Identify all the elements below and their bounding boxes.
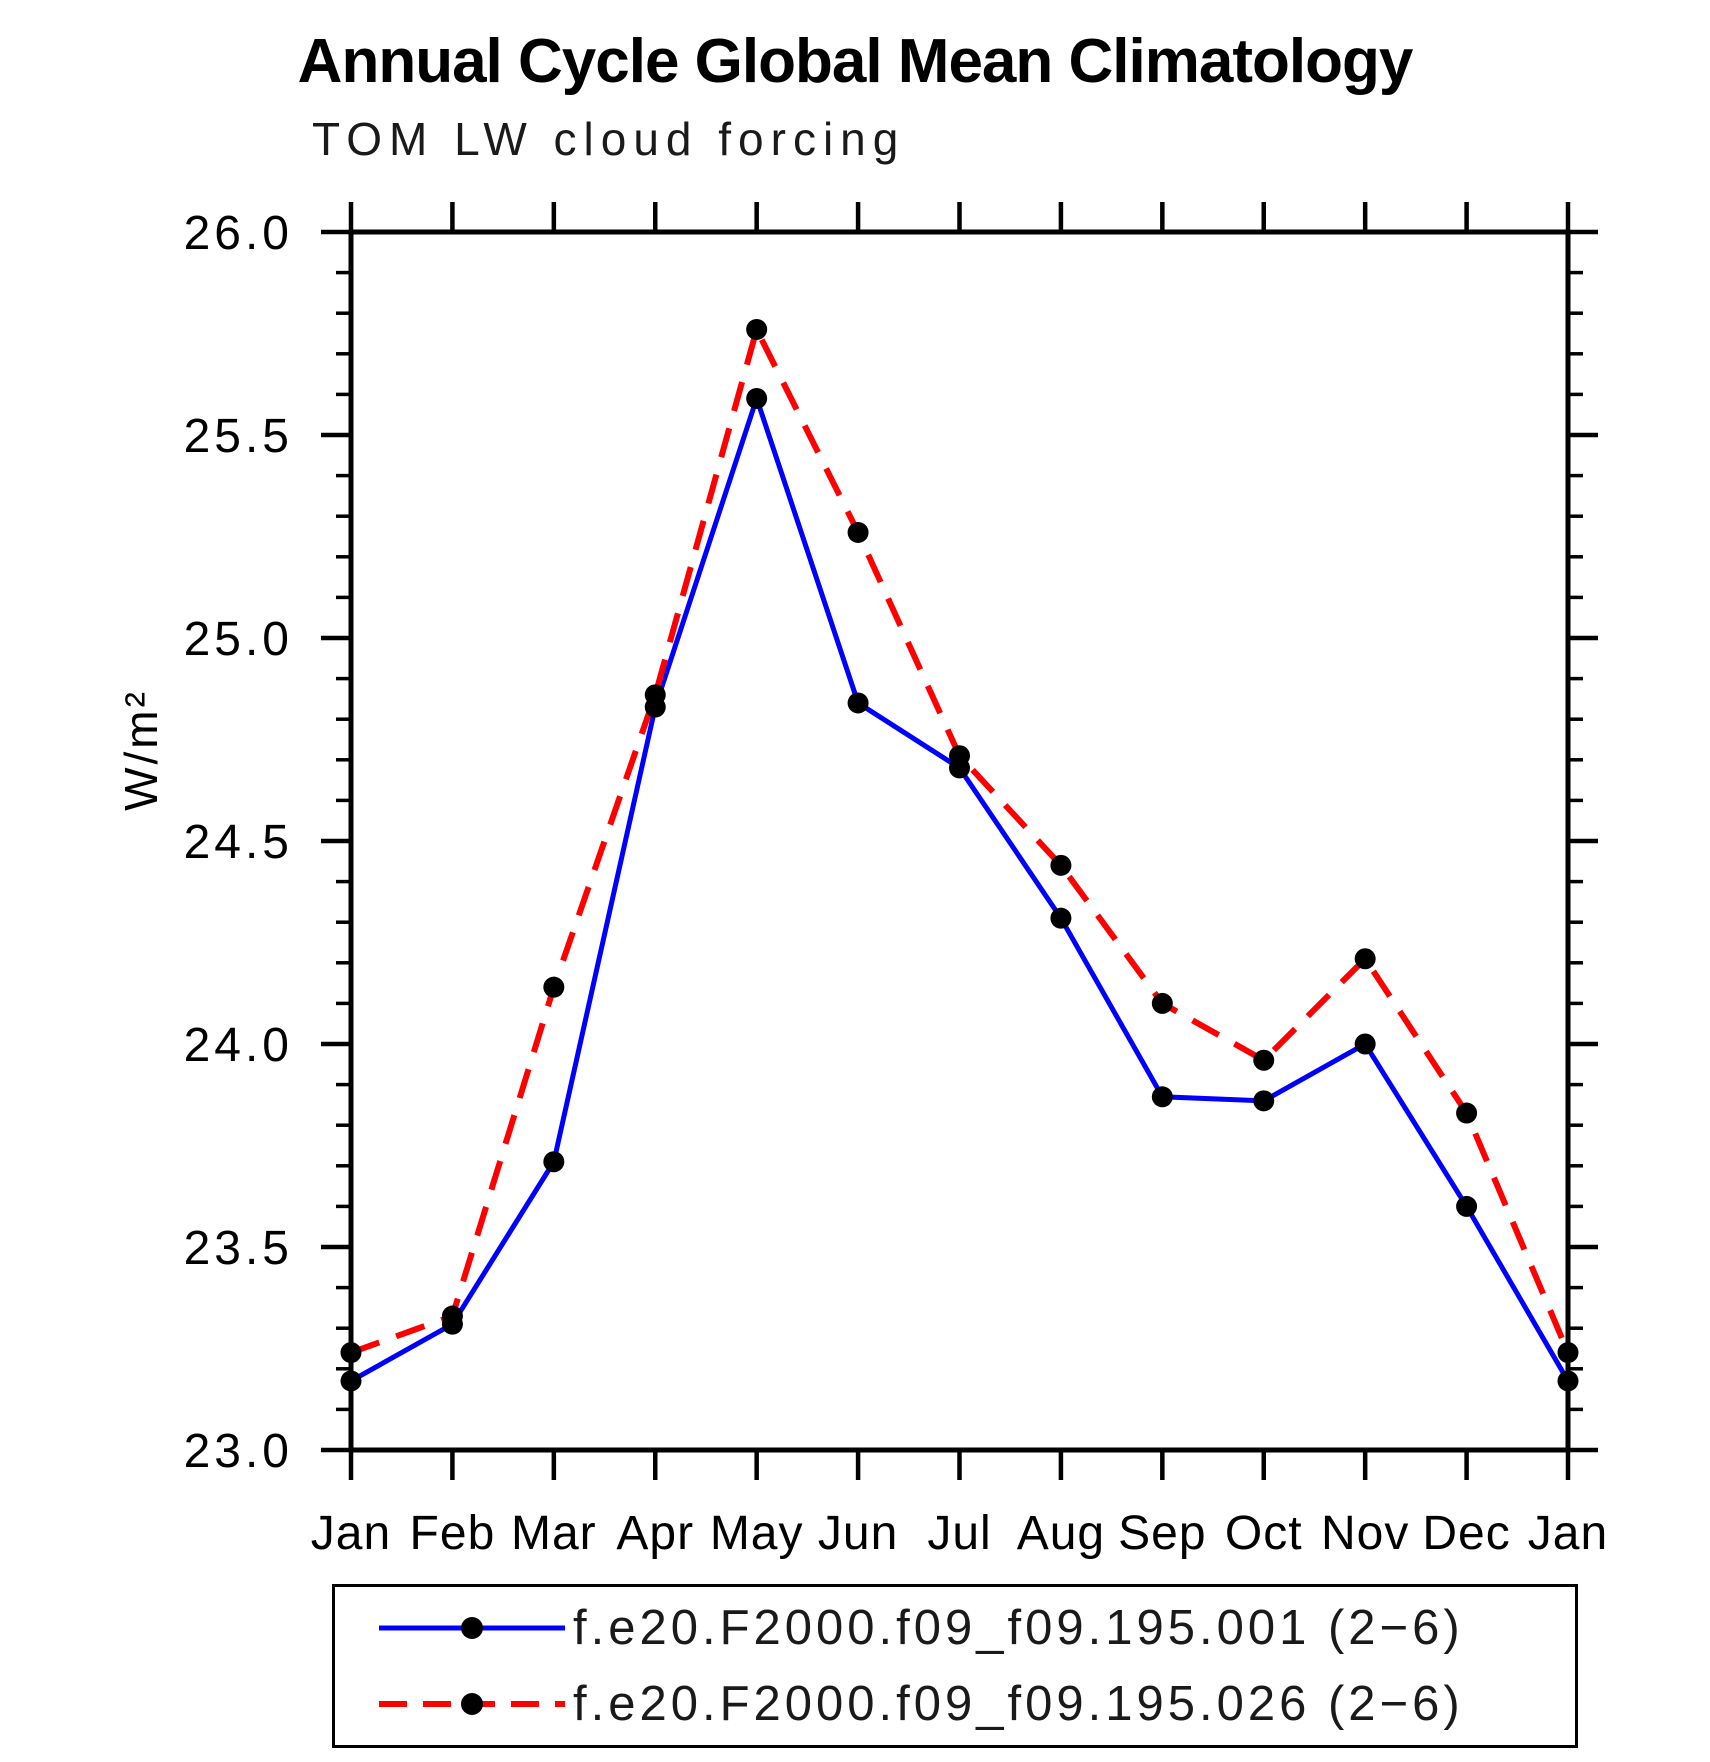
data-point-marker [1557, 1342, 1579, 1364]
plot-area: W/m² Jan Feb Mar Apr May Jun Jul Aug Sep Oct Nov De… [115, 202, 1608, 1560]
x-tick-label: Apr [616, 1507, 694, 1560]
data-point-marker [1050, 907, 1072, 929]
x-tick-label: Oct [1225, 1507, 1303, 1560]
legend-sample-marker [461, 1693, 483, 1715]
x-tick-label: Mar [511, 1507, 597, 1560]
data-point-marker [543, 1151, 565, 1173]
data-point-marker [1151, 1086, 1173, 1108]
legend-item-series-1: f.e20.F2000.f09_f09.195.001 (2−6) [377, 1593, 1575, 1663]
x-tick-label: May [710, 1507, 804, 1560]
legend-sample-marker [461, 1617, 483, 1639]
y-tick-label: 23.5 [184, 1222, 293, 1275]
data-point-marker [847, 692, 869, 714]
series-line-1 [349, 390, 1571, 1384]
legend-line-sample-blue-solid [379, 1617, 565, 1639]
data-point-marker [1354, 1033, 1376, 1055]
data-point-marker [644, 684, 666, 706]
data-point-marker [847, 521, 869, 543]
y-tick-label: 24.0 [184, 1019, 293, 1072]
x-tick-label: Nov [1321, 1507, 1409, 1560]
x-tick-label: Aug [1017, 1507, 1105, 1560]
y-tick-label: 26.0 [184, 207, 293, 260]
legend-label-series-2: f.e20.F2000.f09_f09.195.026 (2−6) [573, 1677, 1464, 1731]
x-tick-label: Jul [927, 1507, 991, 1560]
chart-subtitle: TOM LW cloud forcing [312, 113, 906, 165]
x-tick-label: Jun [818, 1507, 898, 1560]
data-point-marker [340, 1370, 362, 1392]
x-tick-label: Jan [1528, 1507, 1608, 1560]
legend-line-sample-red-dashed [379, 1693, 565, 1715]
y-tick-label: 25.5 [184, 410, 293, 463]
series-line-2 [349, 321, 1571, 1356]
x-tick-label: Jan [311, 1507, 391, 1560]
chart-title: Annual Cycle Global Mean Climatology [297, 27, 1414, 96]
legend-item-series-2: f.e20.F2000.f09_f09.195.026 (2−6) [377, 1669, 1575, 1739]
data-point-marker [949, 745, 970, 767]
data-point-marker [340, 1342, 362, 1364]
data-point-marker [746, 387, 768, 409]
y-axis-label: W/m² [115, 689, 167, 811]
data-point-marker [1354, 948, 1376, 970]
y-tick-label: 23.0 [184, 1425, 293, 1478]
axis-frame [348, 229, 1571, 1453]
data-point-marker [1456, 1195, 1478, 1217]
data-point-marker [1253, 1090, 1275, 1112]
data-point-marker [1050, 854, 1072, 876]
data-point-marker [441, 1305, 463, 1327]
x-tick-label: Feb [410, 1507, 496, 1560]
data-point-marker [543, 976, 565, 998]
x-tick-label: Sep [1118, 1507, 1206, 1560]
data-point-marker [746, 318, 768, 340]
data-point-marker [1557, 1370, 1579, 1392]
legend-box: f.e20.F2000.f09_f09.195.001 (2−6) f.e20.… [332, 1584, 1578, 1748]
data-point-marker [1456, 1102, 1478, 1124]
y-tick-label: 25.0 [184, 613, 293, 666]
y-tick-label: 24.5 [184, 816, 293, 869]
x-tick-label: Dec [1422, 1507, 1510, 1560]
data-point-marker [1253, 1049, 1275, 1071]
data-point-marker [1151, 992, 1173, 1014]
legend-label-series-1: f.e20.F2000.f09_f09.195.001 (2−6) [573, 1601, 1464, 1655]
